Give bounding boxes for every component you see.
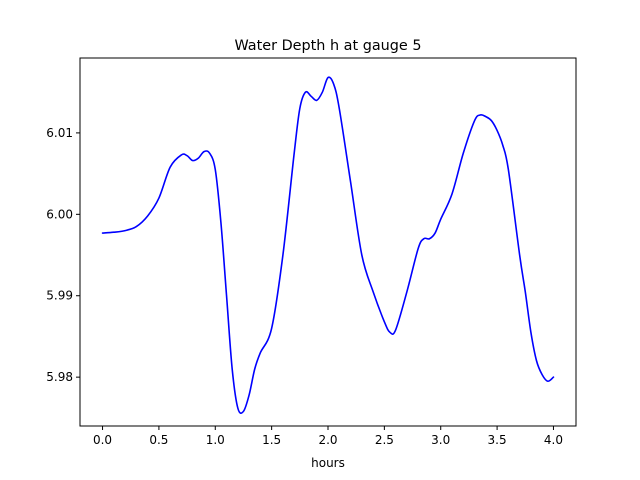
y-tick-label: 5.98: [46, 370, 73, 384]
x-tick-label: 1.5: [262, 433, 281, 447]
x-tick-label: 3.5: [488, 433, 507, 447]
x-tick-label: 3.0: [431, 433, 450, 447]
x-tick-label: 1.0: [206, 433, 225, 447]
chart-title: Water Depth h at gauge 5: [234, 38, 421, 54]
y-tick-label: 6.00: [46, 207, 73, 221]
x-tick-label: 0.0: [93, 433, 112, 447]
y-tick-label: 5.99: [46, 289, 73, 303]
x-axis-ticks: 0.0 0.5 1.0 1.5 2.0 2.5 3.0 3.5 4.0: [93, 426, 563, 447]
y-tick-label: 6.01: [46, 126, 73, 140]
x-tick-label: 2.0: [318, 433, 337, 447]
y-axis-ticks: 5.98 5.99 6.00 6.01: [46, 126, 80, 384]
x-tick-label: 4.0: [544, 433, 563, 447]
x-tick-label: 2.5: [375, 433, 394, 447]
plot-area: [101, 76, 555, 414]
x-tick-label: 0.5: [149, 433, 168, 447]
axes-frame: [79, 57, 577, 427]
x-axis-label: hours: [311, 456, 345, 470]
series-line-0: [101, 76, 555, 414]
